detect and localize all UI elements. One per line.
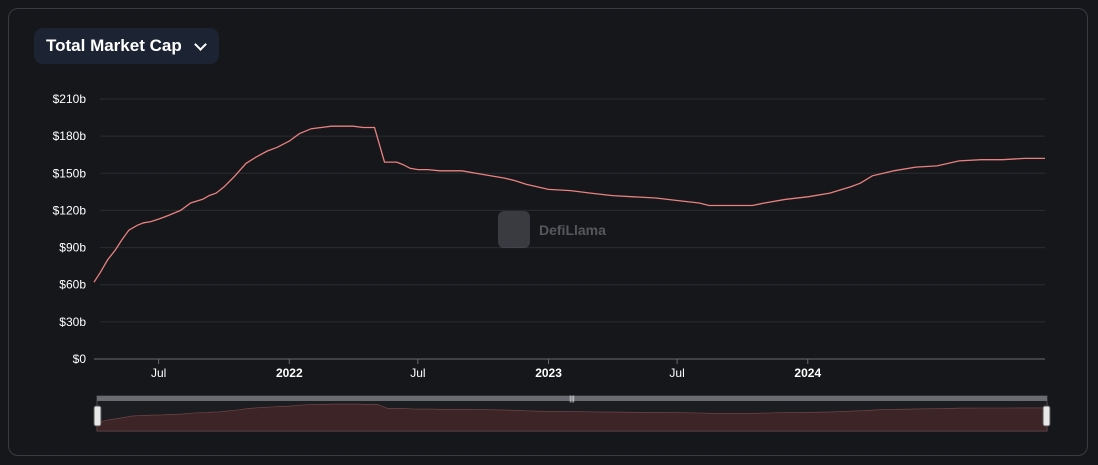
x-axis: Jul 2022 Jul 2023 Jul 2024 [94, 358, 1045, 380]
x-tick-label: 2023 [535, 366, 562, 380]
slider-overview-area [96, 403, 1048, 432]
metric-dropdown-label: Total Market Cap [46, 36, 182, 55]
y-axis: $0 $30b $60b $90b $120b $150b $180b $210b [53, 92, 87, 366]
chart-panel: Total Market Cap [8, 8, 1088, 456]
x-tick-label: 2022 [276, 366, 303, 380]
metric-dropdown[interactable]: Total Market Cap [34, 28, 219, 64]
range-slider[interactable]: ||| [93, 395, 1051, 432]
y-tick-label: $0 [73, 352, 87, 366]
y-tick-label: $150b [53, 166, 87, 180]
y-tick-label: $180b [53, 129, 87, 143]
y-tick-label: $210b [53, 92, 87, 106]
x-tick-label: Jul [151, 366, 166, 380]
slider-grip-icon: ||| [569, 396, 575, 403]
slider-handle-left[interactable] [93, 405, 102, 427]
series-line [93, 125, 1045, 283]
watermark-text: DefiLlama [539, 222, 606, 238]
watermark: DefiLlama [498, 211, 606, 248]
slider-handle-right[interactable] [1042, 405, 1051, 427]
slider-top-bar[interactable] [97, 396, 1047, 401]
x-tick-label: Jul [669, 366, 684, 380]
y-tick-label: $120b [53, 203, 87, 217]
x-tick-label: Jul [410, 366, 425, 380]
llama-logo-icon [498, 211, 530, 248]
x-tick-label: 2024 [794, 366, 821, 380]
y-tick-label: $60b [59, 278, 86, 292]
y-tick-label: $90b [59, 241, 86, 255]
y-tick-label: $30b [59, 315, 86, 329]
